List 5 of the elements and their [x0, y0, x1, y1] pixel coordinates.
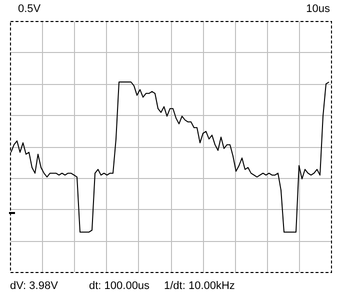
text: dt: 100.00us	[89, 280, 150, 292]
text: dV: 3.98V	[10, 280, 58, 292]
text: 0.5V	[18, 3, 41, 15]
text: 10us	[306, 3, 330, 15]
text: 1/dt: 10.00kHz	[164, 280, 235, 292]
